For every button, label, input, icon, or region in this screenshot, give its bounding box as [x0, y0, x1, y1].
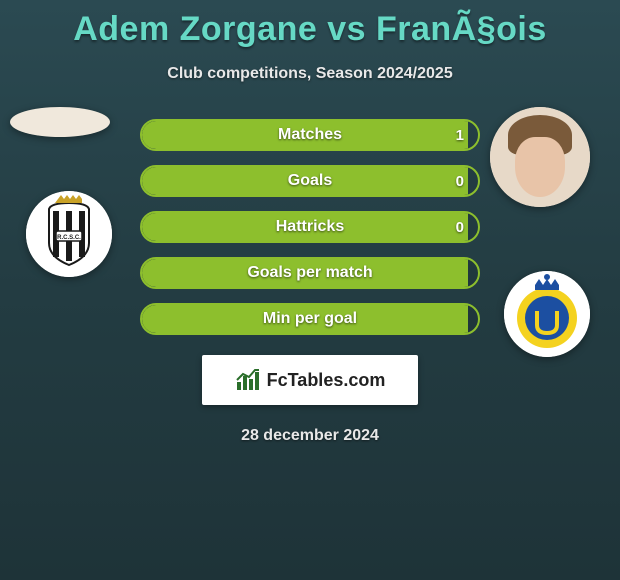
- bar-label: Min per goal: [142, 305, 478, 333]
- player-avatar-left: [10, 107, 110, 137]
- union-crest-icon: [504, 271, 590, 357]
- brand-badge: FcTables.com: [202, 355, 418, 405]
- club-badge-right: [504, 271, 590, 357]
- stat-bars: Matches 1 Goals 0 Hattricks 0 Goals per …: [140, 119, 480, 335]
- avatar-skin: [515, 137, 565, 197]
- stats-area: R.C.S.C. Matches 1 Goals 0 Hattricks 0: [0, 119, 620, 335]
- club-badge-left: R.C.S.C.: [26, 191, 112, 277]
- bar-value: 0: [456, 167, 464, 195]
- bar-goals-per-match: Goals per match: [140, 257, 480, 289]
- avatar-face: [490, 107, 590, 207]
- rcsc-crest-icon: R.C.S.C.: [26, 191, 112, 277]
- bar-label: Hattricks: [142, 213, 478, 241]
- bar-value: 1: [456, 121, 464, 149]
- bar-hattricks: Hattricks 0: [140, 211, 480, 243]
- crest-text: R.C.S.C.: [57, 235, 81, 241]
- bar-value: 0: [456, 213, 464, 241]
- bar-chart-icon: [235, 368, 261, 392]
- brand-text: FcTables.com: [267, 370, 386, 391]
- season-subtitle: Club competitions, Season 2024/2025: [0, 65, 620, 83]
- bar-label: Goals: [142, 167, 478, 195]
- date-text: 28 december 2024: [0, 427, 620, 445]
- page-title: Adem Zorgane vs FranÃ§ois: [0, 0, 620, 49]
- bar-label: Matches: [142, 121, 478, 149]
- bar-goals: Goals 0: [140, 165, 480, 197]
- player-avatar-right: [490, 107, 590, 207]
- bar-matches: Matches 1: [140, 119, 480, 151]
- bar-label: Goals per match: [142, 259, 478, 287]
- bar-min-per-goal: Min per goal: [140, 303, 480, 335]
